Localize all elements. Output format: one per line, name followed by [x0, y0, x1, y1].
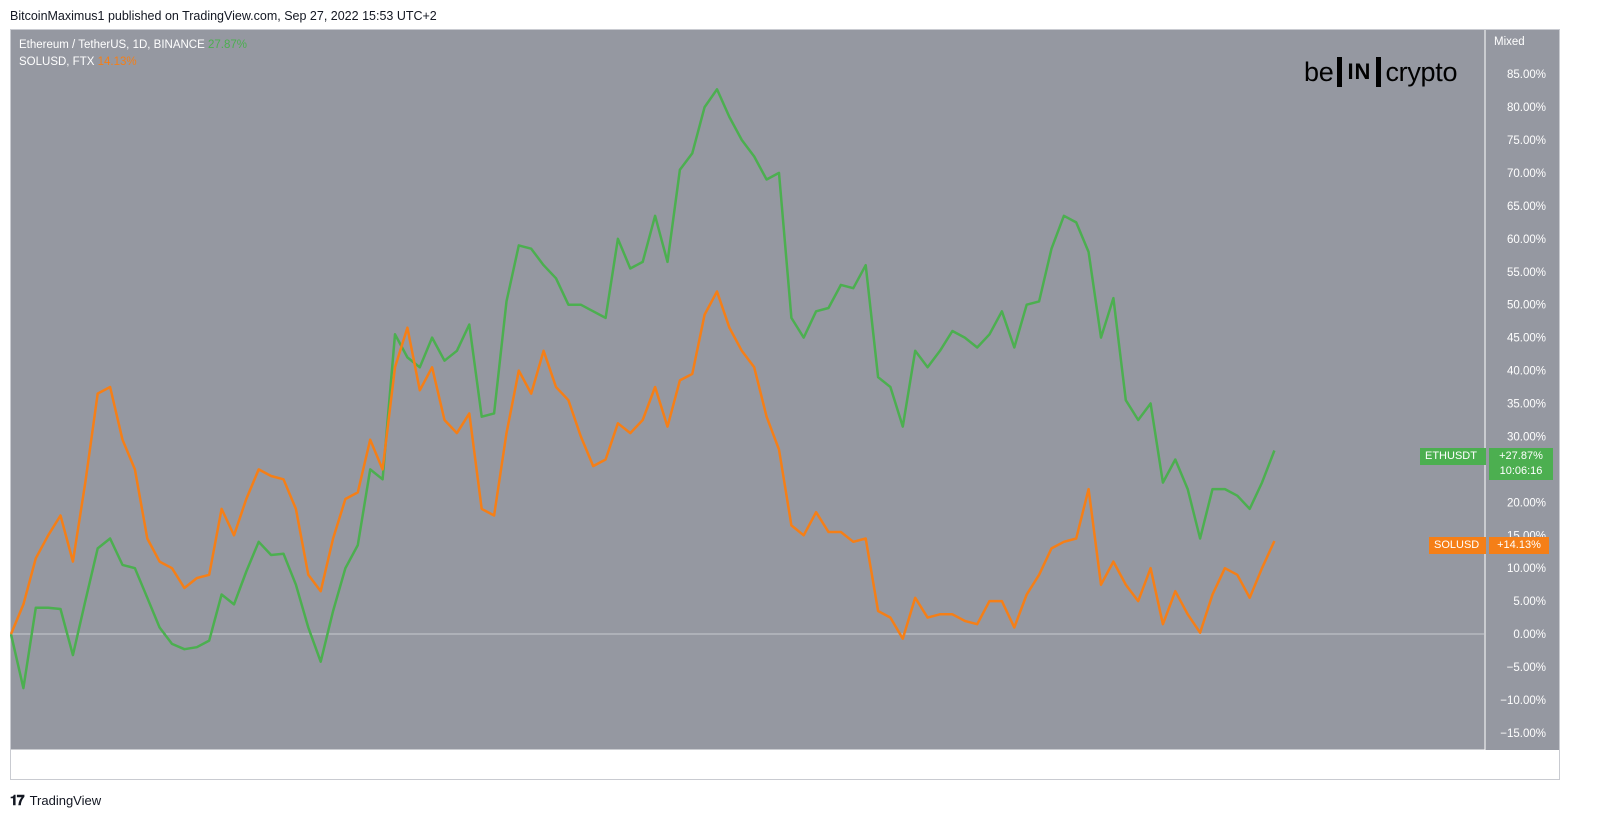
legend-eth-value: 27.87% — [207, 39, 247, 51]
y-tick-label: 80.00% — [1507, 102, 1546, 114]
series-line-ethusdt — [10, 88, 1276, 690]
legend-sol[interactable]: SOLUSD, FTX 14.13% — [19, 54, 247, 71]
chart-svg[interactable]: 85.00%80.00%75.00%70.00%65.00%60.00%55.0… — [10, 29, 1560, 780]
plot-area — [11, 30, 1485, 750]
y-tick-label: 10.00% — [1507, 563, 1546, 575]
sol-price-tag-name: SOLUSD — [1429, 537, 1486, 554]
y-tick-label: 65.00% — [1507, 201, 1546, 213]
price-scale-area — [1485, 30, 1559, 750]
sol-price-tag-value: +14.13% — [1489, 537, 1549, 554]
x-tick-label: 20 — [29, 759, 43, 773]
x-tick-label: 11 — [290, 759, 303, 773]
x-tick-label: Sep — [929, 759, 951, 773]
y-tick-label: 40.00% — [1507, 366, 1546, 378]
y-tick-label: 35.00% — [1507, 399, 1546, 411]
logo-text-right: crypto — [1385, 56, 1458, 87]
y-axis-ticks: 85.00% 80.00% 75.00% 70.00% 65.00% 60.00% 55.0… — [1500, 69, 1546, 740]
tradingview-logo-icon: 𝟏𝟕 — [10, 792, 25, 808]
series-line-solusd — [10, 290, 1276, 640]
y-tick-label: 75.00% — [1507, 135, 1546, 147]
y-tick-label: 85.00% — [1507, 69, 1546, 81]
footer-brand-text: TradingView — [29, 793, 102, 808]
y-tick-label: 70.00% — [1507, 168, 1546, 180]
legend-eth-label: Ethereum / TetherUS, 1D, BINANCE — [19, 39, 205, 51]
x-tick-label: 10 — [1416, 759, 1430, 773]
y-tick-label: −15.00% — [1500, 728, 1546, 740]
x-tick-label: 19 — [1156, 759, 1170, 773]
y-tick-label: −10.00% — [1500, 695, 1546, 707]
x-tick-label: 25 — [463, 759, 477, 773]
y-tick-label: 30.00% — [1507, 431, 1546, 443]
x-tick-label: 15 — [723, 759, 737, 773]
series-lines — [10, 88, 1276, 690]
y-tick-label: 20.00% — [1507, 497, 1546, 509]
y-tick-label: −5.00% — [1507, 662, 1546, 674]
chart-legend[interactable]: Ethereum / TetherUS, 1D, BINANCE 27.87% … — [19, 37, 247, 71]
logo-text-left: be — [1304, 56, 1334, 87]
eth-price-tag-value: +27.87% 10:06:16 — [1489, 448, 1553, 480]
y-tick-label: 45.00% — [1507, 333, 1546, 345]
eth-countdown: 10:06:16 — [1499, 465, 1543, 477]
publisher-info: BitcoinMaximus1 published on TradingView… — [10, 9, 437, 23]
x-tick-label: 22 — [809, 759, 823, 773]
eth-price-tag-percent: +27.87% — [1499, 450, 1543, 462]
logo-text-box: IN — [1337, 57, 1382, 87]
y-tick-label: 5.00% — [1513, 596, 1546, 608]
x-tick-label: Jul — [163, 759, 180, 773]
footer-branding[interactable]: 𝟏𝟕 TradingView — [10, 792, 101, 809]
scale-mode-button[interactable]: Mixed — [1494, 36, 1525, 48]
y-tick-label: 50.00% — [1507, 300, 1546, 312]
legend-sol-value: 14.13% — [97, 56, 137, 68]
legend-eth[interactable]: Ethereum / TetherUS, 1D, BINANCE 27.87% — [19, 37, 247, 54]
x-tick-label: 12 — [1070, 759, 1084, 773]
legend-sol-label: SOLUSD, FTX — [19, 56, 95, 68]
x-tick-label: Aug — [544, 759, 567, 773]
y-tick-label: 60.00% — [1507, 234, 1546, 246]
x-tick-label: 8 — [639, 759, 646, 773]
eth-price-tag-name: ETHUSDT — [1420, 448, 1486, 465]
beincrypto-logo: be IN crypto — [1304, 46, 1457, 98]
x-axis-ticks: 20 Jul 11 18 25 Aug 8 15 22 Sep 12 19 Oct 10 — [29, 759, 1430, 773]
x-tick-label: 18 — [376, 759, 390, 773]
y-tick-label: 55.00% — [1507, 267, 1546, 279]
x-tick-label: Oct — [1302, 759, 1322, 773]
y-tick-label: 0.00% — [1513, 629, 1546, 641]
